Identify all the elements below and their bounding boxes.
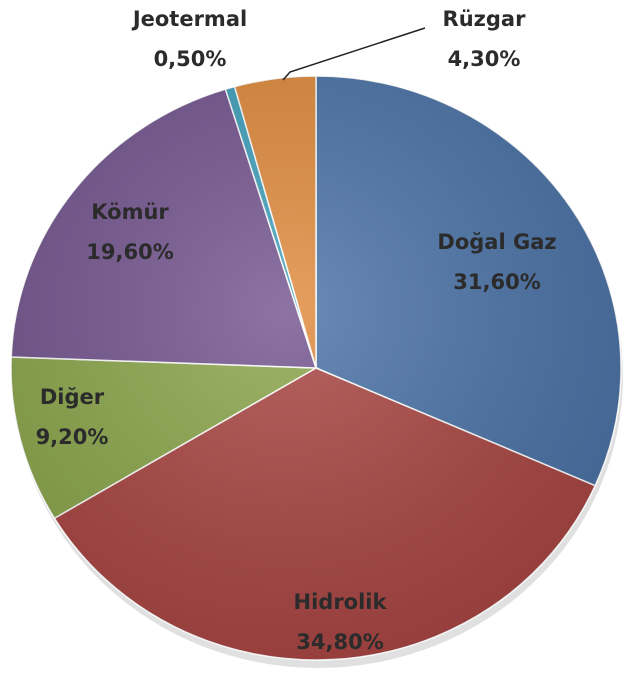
- labels: Doğal Gaz 31,60% Hidrolik 34,80% Diğer 9,20% K…: [36, 7, 557, 654]
- slice-value-label: 31,60%: [453, 270, 540, 294]
- slice-value-label: 4,30%: [448, 47, 521, 71]
- slice-label: Rüzgar: [443, 7, 527, 31]
- slice-label: Kömür: [91, 200, 169, 224]
- slice-value-label: 34,80%: [296, 630, 383, 654]
- slice-value-label: 9,20%: [36, 425, 109, 449]
- slice-label: Jeotermal: [131, 7, 247, 31]
- slice-value-label: 19,60%: [86, 240, 173, 264]
- slice-label: Doğal Gaz: [437, 230, 556, 254]
- slice-label: Diğer: [40, 385, 105, 409]
- leader-line: [282, 27, 426, 81]
- pie: [10, 75, 622, 661]
- slice-label: Hidrolik: [294, 590, 388, 614]
- slice-value-label: 0,50%: [154, 47, 227, 71]
